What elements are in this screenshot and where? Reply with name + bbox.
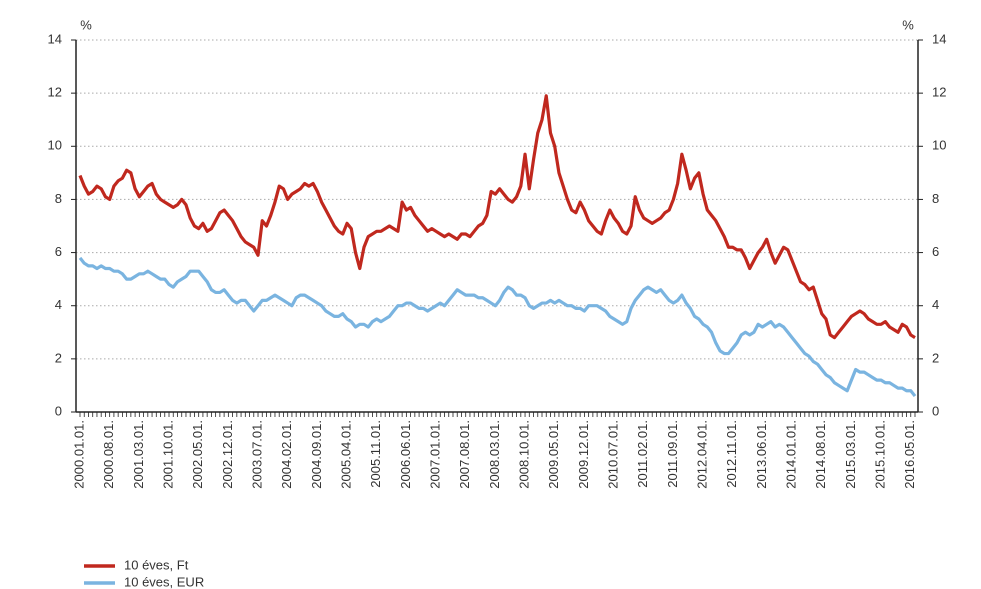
x-tick-label: 2011.09.01.: [665, 420, 680, 488]
y2-tick-label: 4: [932, 297, 939, 312]
x-tick-label: 2009.05.01.: [546, 420, 561, 489]
y2-tick-label: 14: [932, 31, 946, 46]
x-tick-label: 2014.01.01.: [784, 420, 799, 489]
y2-tick-label: 6: [932, 244, 939, 259]
legend-label: 10 éves, Ft: [124, 557, 189, 572]
x-tick-label: 2005.04.01.: [338, 420, 353, 489]
y2-tick-label: 2: [932, 350, 939, 365]
y2-axis-label: %: [902, 17, 914, 32]
x-tick-label: 2014.08.01.: [813, 420, 828, 489]
y-tick-label: 2: [55, 350, 62, 365]
x-tick-label: 2010.07.01.: [605, 420, 620, 489]
x-tick-label: 2015.10.01.: [873, 420, 888, 489]
legend-label: 10 éves, EUR: [124, 574, 204, 589]
x-tick-label: 2006.06.01.: [398, 420, 413, 489]
x-tick-label: 2000.01.01.: [71, 420, 86, 489]
x-tick-label: 2000.08.01.: [101, 420, 116, 489]
y-tick-label: 14: [48, 31, 62, 46]
x-tick-label: 2004.02.01.: [279, 420, 294, 489]
x-tick-label: 2001.03.01.: [131, 420, 146, 489]
x-tick-label: 2003.07.01.: [249, 420, 264, 489]
x-tick-label: 2012.11.01.: [724, 420, 739, 488]
x-tick-label: 2001.10.01.: [160, 420, 175, 489]
x-tick-label: 2002.05.01.: [190, 420, 205, 489]
y-tick-label: 6: [55, 244, 62, 259]
x-tick-label: 2012.04.01.: [695, 420, 710, 489]
x-tick-label: 2009.12.01.: [576, 420, 591, 489]
x-tick-label: 2016.05.01.: [902, 420, 917, 489]
x-tick-label: 2011.02.01.: [635, 420, 650, 488]
y2-tick-label: 10: [932, 138, 946, 153]
x-tick-label: 2008.10.01.: [516, 420, 531, 489]
x-tick-label: 2002.12.01.: [220, 420, 235, 489]
series-line: [78, 94, 916, 340]
x-tick-label: 2004.09.01.: [309, 420, 324, 489]
x-tick-label: 2005.11.01.: [368, 420, 383, 488]
y2-tick-label: 8: [932, 191, 939, 206]
y-tick-label: 0: [55, 403, 62, 418]
x-tick-label: 2015.03.01.: [843, 420, 858, 489]
y-tick-label: 8: [55, 191, 62, 206]
y-axis-label: %: [80, 17, 92, 32]
y-tick-label: 4: [55, 297, 62, 312]
y2-tick-label: 12: [932, 85, 946, 100]
y2-tick-label: 0: [932, 403, 939, 418]
x-tick-label: 2007.01.01.: [427, 420, 442, 489]
x-tick-label: 2013.06.01.: [754, 420, 769, 489]
x-tick-label: 2007.08.01.: [457, 420, 472, 489]
series-line: [78, 256, 917, 398]
y-tick-label: 10: [48, 138, 62, 153]
x-tick-label: 2008.03.01.: [487, 420, 502, 489]
y-tick-label: 12: [48, 85, 62, 100]
